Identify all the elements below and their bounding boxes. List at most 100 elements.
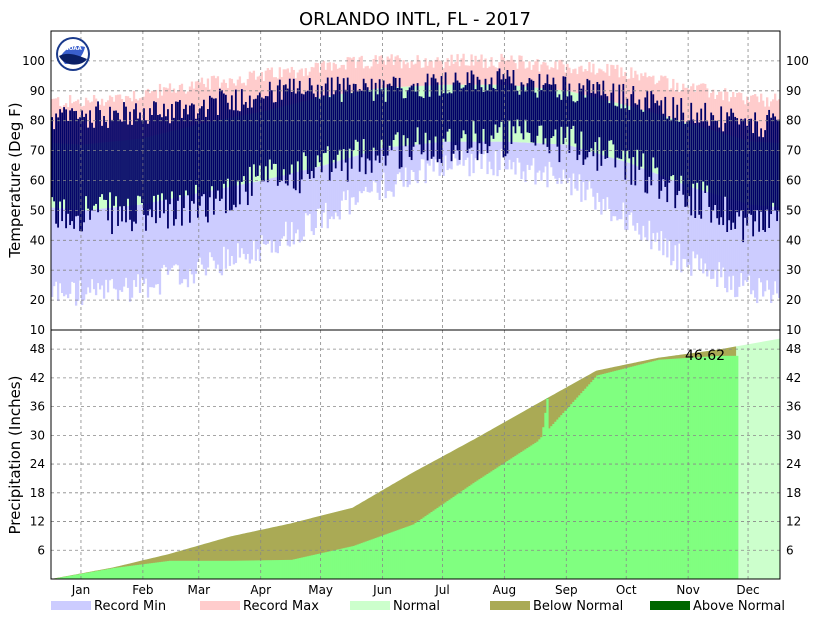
observed-temp-bar [674, 118, 676, 208]
observed-precip-bar [588, 384, 590, 579]
record-min-bar [534, 143, 536, 184]
observed-precip-bar [265, 560, 267, 579]
record-min-bar [123, 206, 125, 286]
observed-precip-bar [606, 373, 608, 579]
record-max-bar [239, 76, 241, 116]
record-min-bar [570, 146, 572, 195]
observed-precip-bar [620, 369, 622, 579]
observed-precip-bar [285, 560, 287, 579]
record-min-bar [448, 142, 450, 169]
observed-precip-bar [590, 382, 592, 579]
observed-temp-bar [109, 107, 111, 193]
observed-temp-bar [101, 126, 103, 194]
record-min-bar [526, 143, 528, 165]
observed-temp-bar [159, 114, 161, 218]
month-tick-label: Nov [676, 583, 699, 597]
observed-temp-bar [511, 83, 513, 144]
observed-precip-bar [462, 490, 464, 579]
observed-temp-bar [469, 83, 471, 149]
observed-temp-bar [217, 115, 219, 191]
record-min-bar [770, 206, 772, 303]
record-min-bar [652, 172, 654, 233]
record-max-bar [576, 74, 578, 93]
observed-temp-bar [545, 83, 547, 138]
observed-temp-bar [61, 113, 63, 222]
precip-tick-label: 24 [30, 457, 45, 471]
observed-temp-bar [53, 129, 55, 201]
record-min-bar [550, 144, 552, 167]
observed-precip-bar [722, 356, 724, 579]
observed-temp-bar [153, 101, 155, 196]
observed-temp-bar [684, 124, 686, 207]
record-min-bar [636, 166, 638, 223]
observed-temp-bar [698, 122, 700, 214]
observed-precip-bar [592, 380, 594, 579]
observed-temp-bar [415, 92, 417, 143]
observed-temp-bar [604, 94, 606, 159]
observed-temp-bar [287, 89, 289, 186]
observed-temp-bar [69, 110, 71, 225]
observed-temp-bar [654, 103, 656, 168]
record-max-bar [708, 97, 710, 129]
record-min-bar [590, 152, 592, 189]
record-max-bar [722, 100, 724, 134]
observed-temp-bar [682, 113, 684, 195]
observed-temp-bar [543, 85, 545, 145]
record-min-bar [209, 191, 211, 253]
observed-temp-bar [325, 84, 327, 153]
record-min-bar [63, 209, 65, 297]
observed-temp-bar [127, 125, 129, 199]
observed-temp-bar [307, 91, 309, 174]
observed-temp-bar [750, 119, 752, 215]
observed-temp-bar [770, 118, 772, 214]
observed-precip-bar [718, 356, 720, 579]
observed-temp-bar [453, 83, 455, 154]
record-min-bar [343, 159, 345, 191]
record-max-bar [405, 64, 407, 86]
observed-temp-bar [541, 90, 543, 125]
observed-temp-bar [535, 93, 537, 146]
observed-temp-bar [551, 85, 553, 138]
observed-precip-bar [145, 564, 147, 579]
observed-precip-bar [389, 533, 391, 579]
observed-precip-bar [215, 561, 217, 579]
observed-precip-bar [115, 568, 117, 579]
month-tick-label: Sep [555, 583, 578, 597]
record-max-bar [616, 65, 618, 103]
observed-precip-bar [269, 560, 271, 579]
observed-temp-bar [401, 88, 403, 167]
record-max-bar [574, 69, 576, 93]
record-min-bar [704, 191, 706, 263]
record-min-bar [606, 156, 608, 197]
observed-precip-bar [187, 561, 189, 579]
record-min-bar [604, 156, 606, 211]
observed-precip-bar [195, 561, 197, 579]
observed-temp-bar [517, 91, 519, 120]
observed-temp-bar [738, 124, 740, 216]
record-max-bar [642, 76, 644, 110]
observed-temp-bar [576, 101, 578, 160]
record-min-bar [317, 167, 319, 209]
temp-tick-label: 100 [786, 54, 809, 68]
record-max-bar [462, 54, 464, 85]
record-min-bar [345, 159, 347, 200]
record-min-bar [171, 198, 173, 268]
observed-temp-bar [403, 98, 405, 135]
observed-precip-bar [191, 561, 193, 579]
record-min-bar [183, 196, 185, 279]
observed-precip-bar [151, 563, 153, 579]
observed-precip-bar [452, 497, 454, 579]
observed-precip-bar [165, 561, 167, 579]
observed-temp-bar [263, 99, 265, 182]
record-min-bar [269, 179, 271, 241]
observed-precip-bar [201, 561, 203, 579]
observed-temp-bar [660, 100, 662, 191]
month-tick-label: Dec [736, 583, 759, 597]
observed-temp-bar [606, 96, 608, 158]
observed-precip-bar [97, 571, 99, 579]
observed-temp-bar [383, 80, 385, 156]
observed-temp-bar [373, 101, 375, 148]
observed-precip-bar [628, 367, 630, 579]
observed-precip-bar [514, 456, 516, 579]
